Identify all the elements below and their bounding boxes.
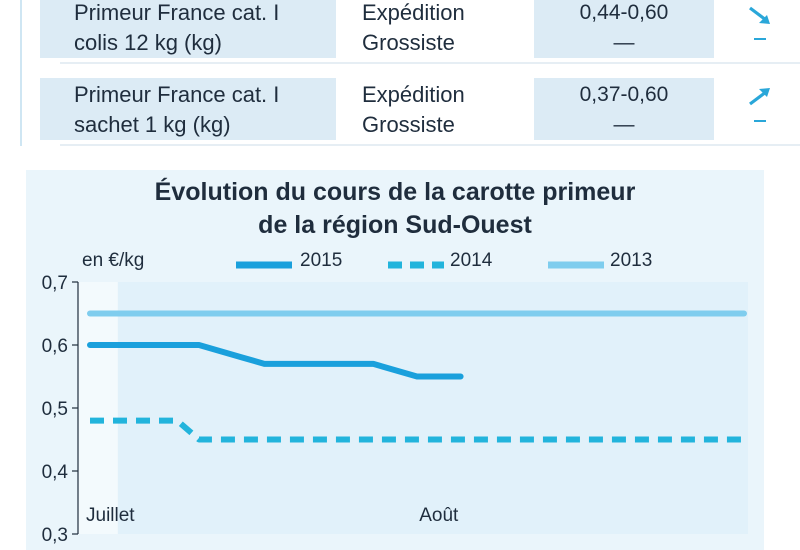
series-line-2015 [87, 342, 464, 380]
trend-cell [720, 0, 800, 58]
trend-cell [720, 78, 800, 140]
row-divider [60, 62, 800, 64]
price-grossiste: — [613, 113, 635, 136]
legend-swatch-2014 [388, 261, 444, 269]
legend-label: 2015 [300, 250, 343, 271]
y-tick-label: 0,3 [42, 525, 68, 546]
market-expedition: Expédition [362, 82, 465, 107]
price-expedition: 0,44-0,60 [579, 1, 669, 24]
product-packaging: sachet 1 kg (kg) [74, 112, 231, 137]
price-table: Primeur France cat. I colis 12 kg (kg) E… [20, 0, 800, 146]
price-grossiste: — [613, 31, 635, 54]
market-cell: Expédition Grossiste [344, 78, 544, 140]
x-month-label: Juillet [86, 505, 135, 526]
y-tick-label: 0,7 [42, 273, 68, 294]
market-grossiste: Grossiste [362, 30, 455, 55]
chart-title-line2: de la région Sud-Ouest [258, 211, 532, 239]
chart-title: Évolution du cours de la carotte primeur… [0, 176, 790, 242]
price-cell: 0,44-0,60 — [534, 0, 714, 58]
plot-shading [117, 282, 749, 534]
legend-label: 2013 [610, 250, 653, 271]
x-month-label: Août [419, 505, 459, 526]
product-name: Primeur France cat. I [74, 82, 280, 107]
product-cell: Primeur France cat. I sachet 1 kg (kg) [40, 78, 336, 140]
y-tick-label: 0,5 [42, 399, 68, 420]
y-tick-label: 0,6 [42, 336, 68, 357]
trend-unchanged-icon [754, 38, 766, 40]
arrow-up-right-icon [749, 88, 770, 106]
row-divider [60, 144, 800, 146]
market-cell: Expédition Grossiste [344, 0, 544, 58]
product-name: Primeur France cat. I [74, 0, 280, 25]
trend-unchanged-icon [754, 120, 766, 122]
y-axis-unit: en €/kg [82, 250, 145, 271]
market-expedition: Expédition [362, 0, 465, 25]
y-tick-label: 0,4 [42, 462, 69, 483]
product-cell: Primeur France cat. I colis 12 kg (kg) [40, 0, 336, 58]
chart-title-line1: Évolution du cours de la carotte primeur [154, 178, 636, 206]
market-grossiste: Grossiste [362, 112, 455, 137]
series-line-2014 [90, 417, 744, 443]
price-cell: 0,37-0,60 — [534, 78, 714, 140]
legend-swatch-2013 [548, 261, 604, 269]
price-expedition: 0,37-0,60 [579, 83, 669, 106]
legend-swatch-2015 [236, 261, 292, 269]
product-packaging: colis 12 kg (kg) [74, 30, 222, 55]
legend-label: 2014 [450, 250, 493, 271]
arrow-down-right-icon [749, 6, 770, 24]
table-row: Primeur France cat. I colis 12 kg (kg) E… [20, 0, 800, 58]
table-row: Primeur France cat. I sachet 1 kg (kg) E… [20, 78, 800, 140]
